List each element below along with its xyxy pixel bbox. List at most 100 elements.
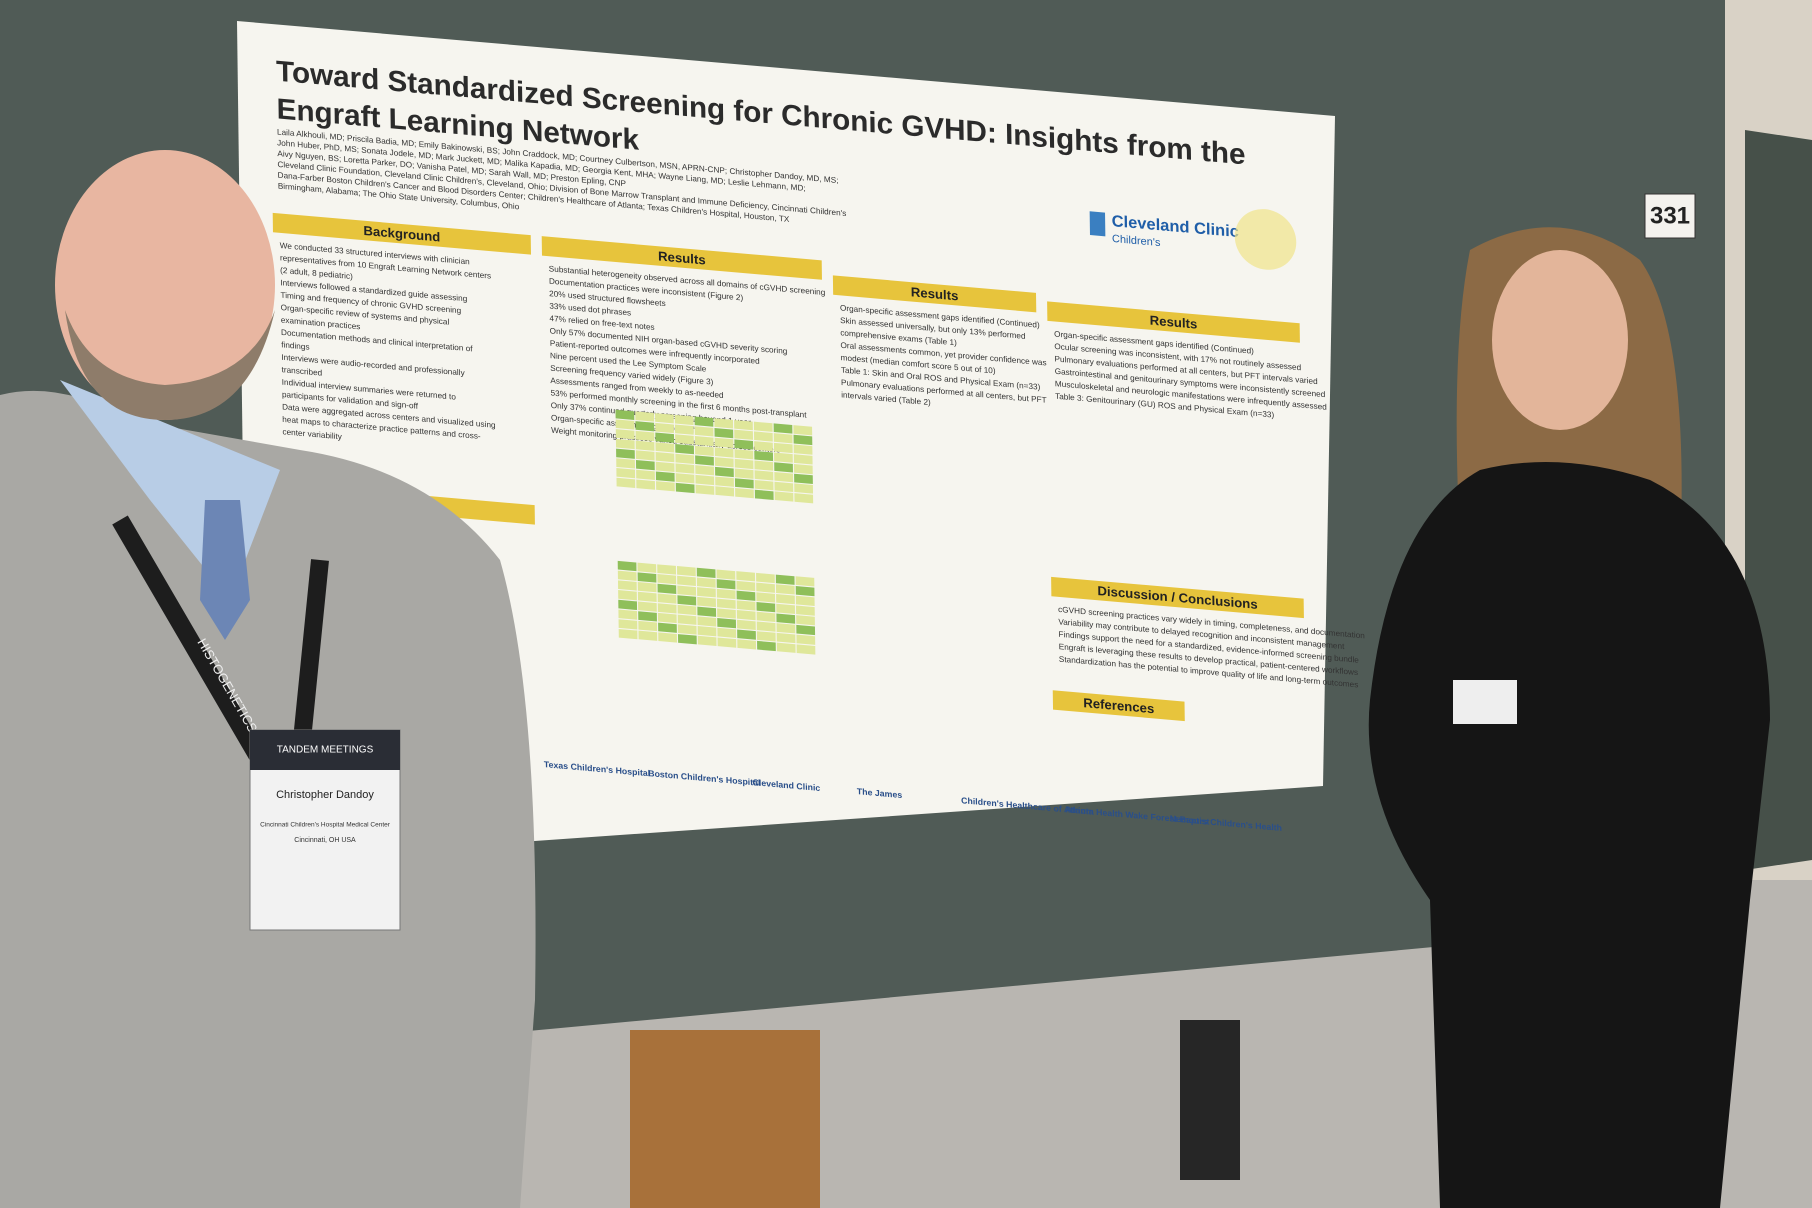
heatmap-cell (753, 421, 773, 432)
heatmap-cell (756, 611, 776, 623)
heatmap-cell (776, 613, 796, 624)
heatmap-cell (734, 478, 754, 489)
heatmap-cell (657, 603, 677, 614)
heatmap-cell (636, 479, 656, 490)
heatmap-cell (677, 585, 697, 596)
heatmap-cell (677, 575, 696, 587)
heatmap-cell (776, 642, 796, 653)
heatmap-cell (617, 580, 637, 591)
heatmap-cell (775, 574, 795, 585)
heatmap-cell (616, 458, 635, 469)
heatmap-cell (754, 489, 774, 500)
heatmap-cell (697, 596, 716, 608)
heatmap-cell (675, 434, 694, 445)
heatmap-cell (714, 418, 734, 429)
heatmap-cell (734, 439, 754, 450)
section-heading-bar (541, 236, 822, 280)
heatmap-cell (677, 634, 697, 645)
heatmap-cell (754, 450, 774, 462)
heatmap-cell (796, 634, 816, 645)
heatmap-cell (694, 435, 714, 447)
section-heading-bar (1052, 690, 1185, 722)
heatmap-cell (793, 434, 813, 446)
heatmap-cell (775, 584, 795, 595)
heatmap-cell (618, 590, 637, 601)
heatmap-cell (795, 595, 815, 606)
heatmap-cell (656, 481, 675, 492)
heatmap-cell (657, 564, 677, 575)
logo-mark (1089, 211, 1106, 237)
heatmap-cell (793, 425, 813, 436)
heatmap-cell (677, 614, 697, 625)
heatmap-cell (796, 644, 816, 655)
heatmap-cell (756, 582, 775, 593)
heatmap-cell (736, 571, 756, 582)
heatmap-cell (615, 438, 635, 450)
heatmap-cell (756, 631, 776, 642)
heatmap-cell (754, 479, 774, 491)
heatmap-cell (616, 468, 636, 479)
heatmap-cell (774, 471, 794, 483)
heatmap-cell (615, 419, 635, 430)
heatmap-cell (736, 610, 756, 621)
heatmap-cell (677, 595, 697, 606)
heatmap-cell (635, 411, 655, 422)
heatmap-cell (757, 640, 776, 652)
heatmap-cell (674, 414, 694, 426)
heatmap-cell (616, 477, 636, 488)
heatmap-cell (615, 429, 635, 440)
heatmap-cell (635, 450, 655, 461)
heatmap-cell (793, 454, 813, 465)
logo-sub: Children's (1112, 233, 1161, 249)
section-heading-bar (272, 212, 532, 255)
head (55, 150, 275, 420)
heatmap-cell (734, 449, 754, 460)
heatmap-cell (715, 486, 735, 497)
heatmap-cell (635, 430, 655, 442)
heatmap-cell (795, 576, 815, 587)
booth-sign (1644, 193, 1696, 239)
heatmap-cell (795, 605, 815, 616)
badge-header (250, 730, 400, 770)
heatmap-cell (794, 473, 813, 484)
heatmap-cell (734, 419, 753, 431)
heatmap-cell (655, 432, 675, 443)
heatmap-cell (774, 462, 793, 473)
booth-number: 331 (1650, 202, 1690, 229)
heatmap-cell (773, 433, 793, 444)
heatmap-cell (796, 615, 815, 626)
heatmap-cell (655, 471, 675, 482)
heatmap-cell (638, 601, 657, 612)
heatmap-cell (697, 616, 717, 627)
heatmap-cell (617, 570, 637, 581)
heatmap-cell (717, 637, 737, 648)
heatmap-cell (756, 592, 776, 603)
easel-leg (630, 1030, 820, 1208)
heatmap-cell (736, 619, 756, 631)
heatmap-cell (694, 426, 714, 437)
section-heading-bar (1047, 301, 1300, 343)
heatmap-cell (697, 606, 717, 617)
heatmap-cell (638, 620, 658, 632)
heatmap-cell (638, 611, 657, 622)
heatmap-cell (635, 460, 655, 471)
heatmap-cell (794, 483, 814, 494)
heatmap-cell (717, 627, 737, 639)
heatmap-cell (736, 600, 756, 611)
heatmap-cell (714, 447, 734, 458)
heatmap-cell (714, 427, 734, 439)
heatmap-cell (734, 468, 754, 479)
heatmap-cell (736, 580, 756, 592)
section-heading: Background (363, 223, 440, 244)
heatmap-cell (635, 421, 655, 432)
heatmap-cell (773, 442, 793, 454)
heatmap-cell (637, 562, 657, 573)
head (1492, 250, 1628, 430)
heatmap-cell (677, 604, 697, 616)
heatmap-cell (734, 429, 754, 440)
heatmap-cell (717, 618, 737, 629)
badge-name: Christopher Dandoy (276, 789, 374, 801)
section-heading: Results (911, 284, 959, 303)
